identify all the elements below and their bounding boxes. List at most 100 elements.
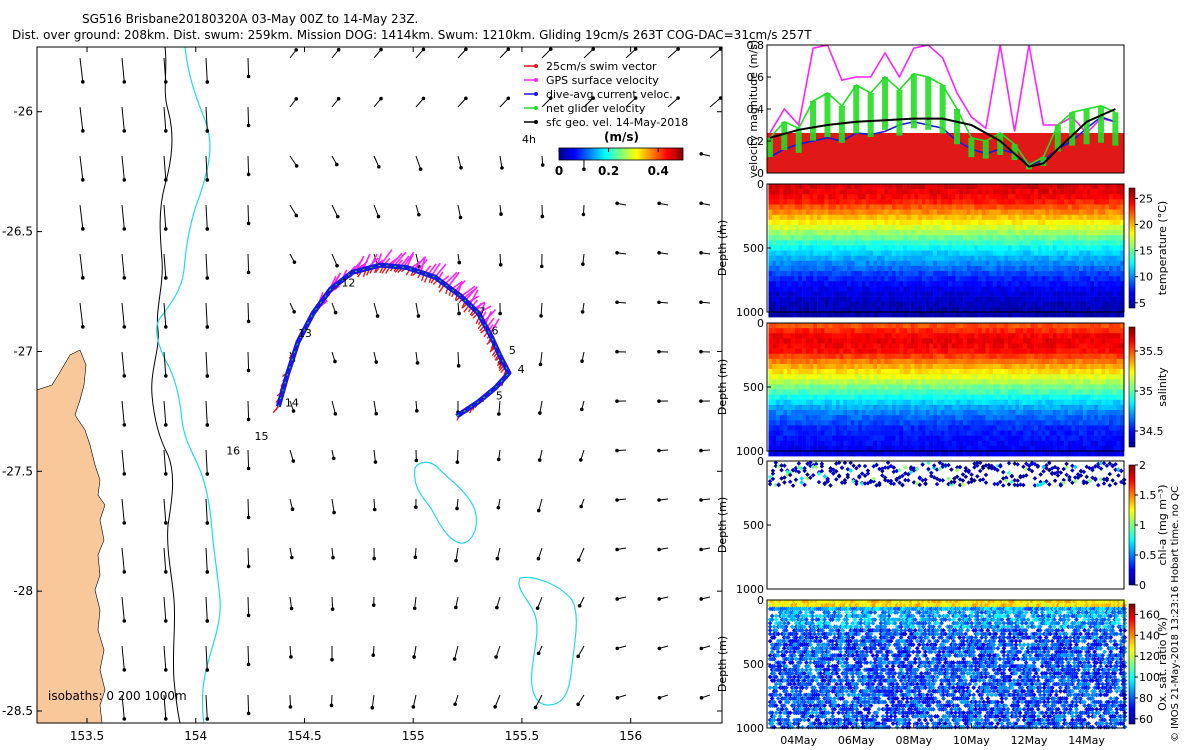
- section-cell: [1000, 276, 1005, 282]
- vector-head: [246, 172, 251, 177]
- vector-shaft: [79, 155, 84, 180]
- vector-head: [657, 547, 661, 552]
- section-cell: [1022, 296, 1027, 303]
- section-cell: [813, 348, 818, 354]
- section-cell: [974, 384, 979, 390]
- section-cell: [978, 301, 983, 308]
- section-cell: [1086, 301, 1091, 308]
- vector-shaft: [289, 645, 292, 657]
- section-cell: [817, 214, 822, 221]
- section-cell: [1086, 271, 1091, 277]
- vector-shaft: [289, 155, 298, 167]
- section-cell: [869, 389, 874, 395]
- section-cell: [891, 404, 896, 411]
- vector-shaft: [247, 155, 250, 175]
- section-cell: [775, 415, 780, 421]
- section-cell: [906, 199, 911, 205]
- section-cell: [1034, 260, 1039, 267]
- section-cell: [903, 348, 908, 354]
- section-cell: [925, 204, 930, 210]
- section-cell: [876, 348, 881, 354]
- section-cell: [798, 348, 803, 354]
- section-cell: [1109, 245, 1114, 251]
- section-cell: [1030, 209, 1035, 215]
- section-cell: [996, 204, 1001, 210]
- section-cell: [865, 394, 870, 401]
- section-cell: [944, 194, 949, 200]
- section-cell: [865, 410, 870, 416]
- section-cell: [989, 189, 994, 195]
- vector-head: [122, 129, 127, 133]
- section-cell: [933, 389, 938, 395]
- section-cell: [880, 260, 885, 267]
- section-cell: [974, 399, 979, 406]
- section-cell: [805, 343, 810, 349]
- section-cell: [978, 240, 983, 246]
- section-cell: [1116, 255, 1121, 262]
- section-cell: [783, 219, 788, 226]
- section-cell: [1064, 224, 1069, 231]
- section-cell: [775, 260, 780, 267]
- section-cell: [1045, 286, 1050, 292]
- section-cell: [1019, 260, 1024, 267]
- section-cell: [832, 306, 837, 313]
- section-cell: [873, 404, 878, 411]
- section-cell: [1030, 296, 1035, 303]
- section-cell: [798, 404, 803, 411]
- section-cell: [1120, 276, 1125, 282]
- section-cell: [974, 440, 979, 447]
- section-cell: [899, 323, 904, 329]
- section-cell: [933, 255, 938, 262]
- section-cell: [876, 394, 881, 401]
- vector-head: [615, 597, 620, 601]
- section-cell: [951, 363, 956, 370]
- section-cell: [884, 204, 889, 210]
- section-cell: [828, 358, 833, 365]
- section-cell: [820, 384, 825, 390]
- vector-head: [414, 505, 418, 509]
- section-cell: [862, 338, 867, 344]
- section-cell: [843, 348, 848, 354]
- section-cell: [805, 445, 810, 452]
- section-cell: [1094, 291, 1099, 297]
- section-cell: [884, 219, 889, 226]
- section-cell: [899, 301, 904, 308]
- section-cell: [1019, 230, 1024, 236]
- section-cell: [772, 291, 777, 297]
- section-cell: [787, 328, 792, 334]
- section-cell: [1071, 312, 1076, 318]
- section-cell: [944, 230, 949, 236]
- section-cell: [865, 245, 870, 251]
- section-cell: [772, 194, 777, 200]
- section-cell: [873, 363, 878, 370]
- section-cell: [981, 389, 986, 395]
- section-cell: [891, 384, 896, 390]
- section-cell: [779, 209, 784, 215]
- section-cell: [951, 379, 956, 385]
- section-cell: [955, 204, 960, 210]
- section-cell: [1094, 189, 1099, 195]
- section-cell: [895, 235, 900, 241]
- section-colorbar-label: temperature (°C): [1156, 201, 1169, 295]
- section-cell: [1049, 312, 1054, 318]
- section-cell: [1064, 209, 1069, 215]
- section-cell: [876, 296, 881, 303]
- section-cell: [832, 260, 837, 267]
- section-cell: [817, 204, 822, 210]
- section-cell: [794, 379, 799, 385]
- vector-shaft: [537, 547, 543, 559]
- vector-head: [205, 276, 210, 280]
- section-cell: [820, 301, 825, 308]
- vector-head: [122, 227, 127, 231]
- section-cell: [1067, 245, 1072, 251]
- section-cell: [1037, 286, 1042, 292]
- gps-velocity-vector: [420, 256, 427, 273]
- section-cell: [1007, 276, 1012, 282]
- section-cell: [918, 199, 923, 205]
- section-cell: [921, 384, 926, 390]
- section-cell: [805, 235, 810, 241]
- section-cell: [940, 235, 945, 241]
- section-cell: [824, 189, 829, 195]
- section-cell: [970, 374, 975, 380]
